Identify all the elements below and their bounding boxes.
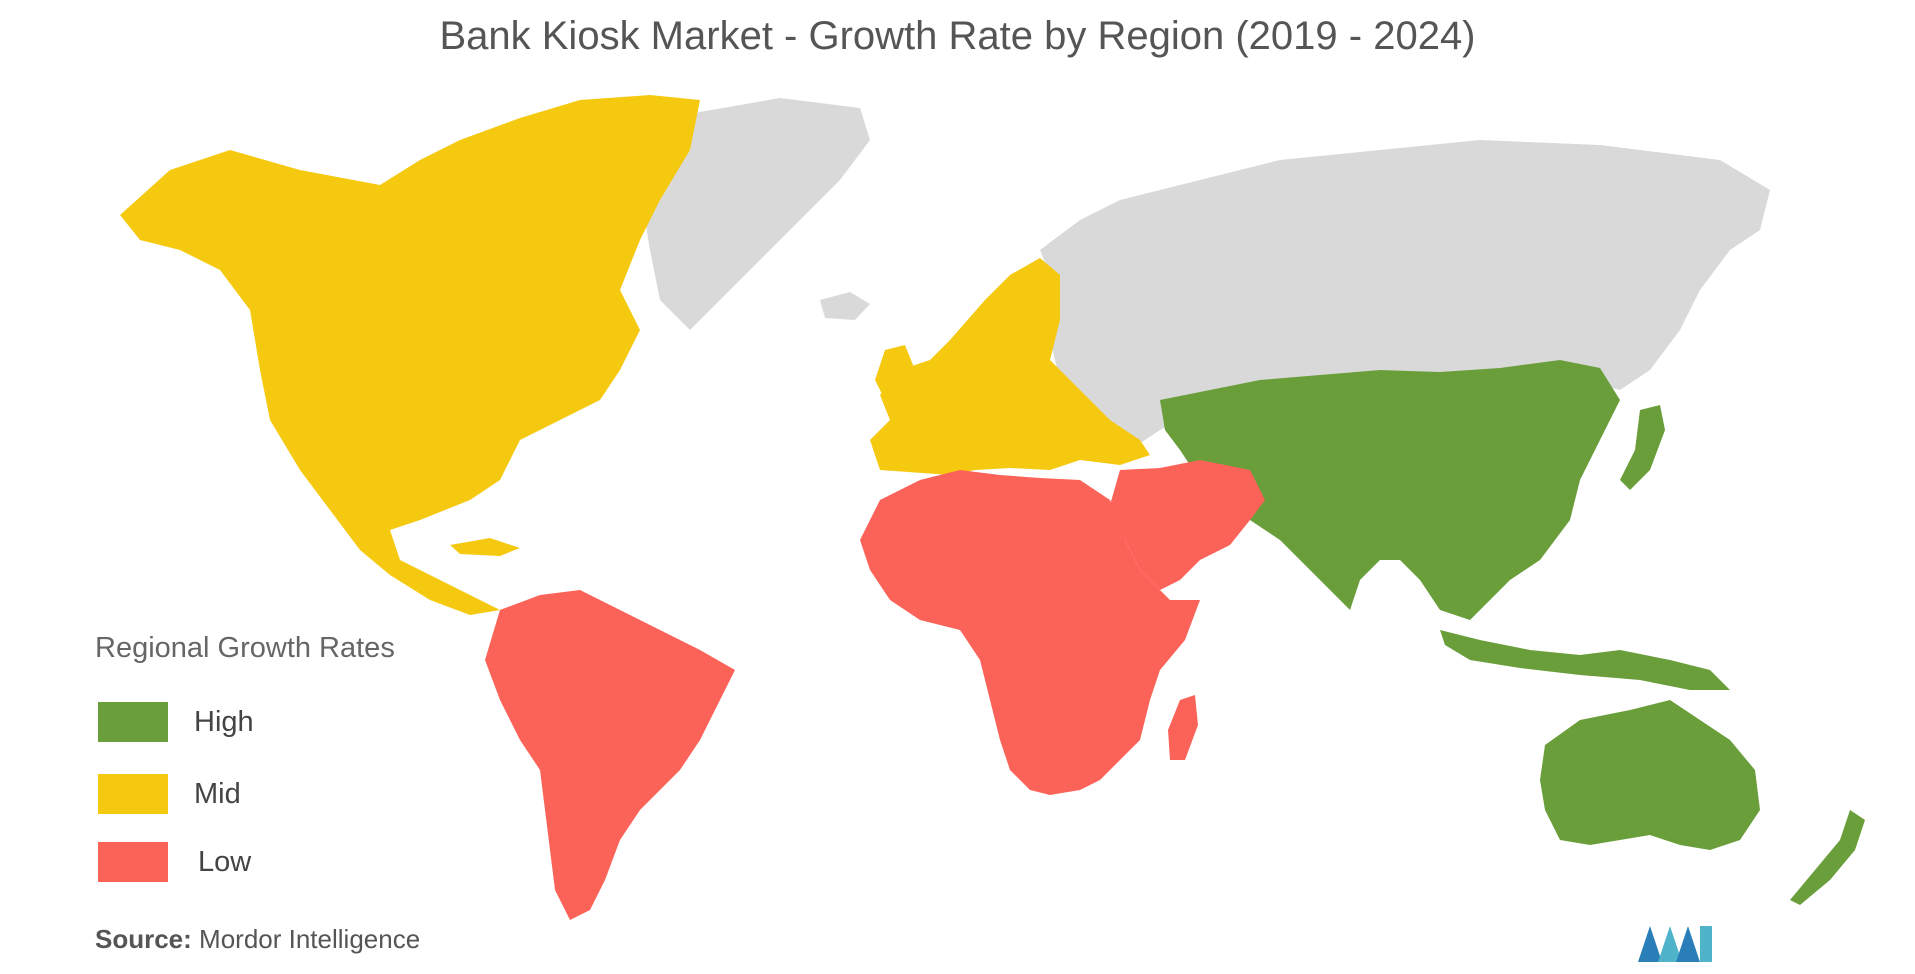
british-isles-region xyxy=(875,345,915,400)
legend-item-high: High xyxy=(98,702,358,752)
australia-region xyxy=(1540,700,1760,850)
world-map xyxy=(120,95,1865,920)
new-zealand-region xyxy=(1790,810,1865,905)
legend-label-mid: Mid xyxy=(194,778,241,810)
mordor-intelligence-logo-icon xyxy=(1638,926,1712,962)
legend-label-low: Low xyxy=(198,846,252,878)
greenland-region xyxy=(640,98,870,330)
middle-east-region xyxy=(1110,460,1265,590)
japan-region xyxy=(1620,405,1665,490)
europe-region xyxy=(870,258,1150,475)
caribbean-region xyxy=(450,538,520,556)
southeast-asia-region xyxy=(1440,630,1730,690)
madagascar-region xyxy=(1168,695,1198,760)
iceland-region xyxy=(820,292,870,320)
source-label: Source: xyxy=(95,924,192,954)
asia-region xyxy=(1160,360,1620,620)
source-text: Mordor Intelligence xyxy=(199,924,421,954)
north-america-region xyxy=(120,95,700,615)
legend-swatch-mid xyxy=(98,774,168,814)
legend-item-mid: Mid xyxy=(98,774,358,824)
legend-swatch-low xyxy=(98,842,168,882)
south-america-region xyxy=(485,590,735,920)
legend-swatch-high xyxy=(98,702,168,742)
legend-label-high: High xyxy=(194,706,254,738)
legend-item-low: Low xyxy=(98,842,358,892)
source-note: Source: Mordor Intelligence xyxy=(95,924,420,955)
chart-title: Bank Kiosk Market - Growth Rate by Regio… xyxy=(439,14,1476,58)
africa-region xyxy=(860,470,1200,795)
legend-heading: Regional Growth Rates xyxy=(95,632,395,664)
